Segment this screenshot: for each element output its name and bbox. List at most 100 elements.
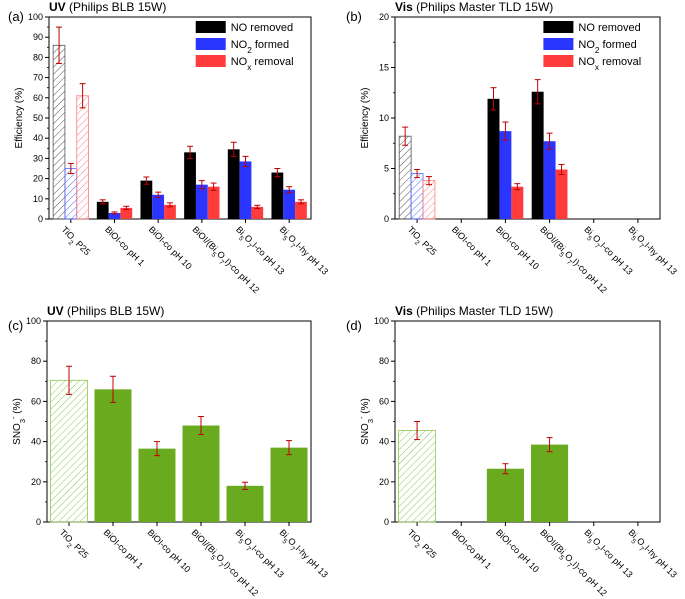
bar-no2-formed: [152, 194, 165, 219]
bar-no-removed: [140, 180, 153, 219]
y-tick-label: 80: [379, 356, 389, 366]
x-tick-label: BiOI-co pH 1: [103, 224, 147, 268]
bar: [226, 485, 264, 522]
bar-nox-removal: [555, 169, 568, 219]
bar-nox-removal: [251, 206, 264, 219]
x-tick-label: TiO2 P25: [403, 224, 438, 259]
y-tick-label: 70: [33, 73, 43, 83]
chart-title: UV (Philips BLB 15W): [47, 304, 164, 318]
x-tick-label: BiOI-co pH 1: [102, 527, 146, 571]
y-tick-label: 20: [33, 174, 43, 184]
y-tick-label: 20: [379, 12, 389, 22]
x-tick-label: BiOI-co pH 10: [494, 527, 541, 574]
chart-title: Vis (Philips Master TLD 15W): [395, 304, 553, 318]
legend-swatch: [543, 38, 574, 50]
legend-swatch: [543, 21, 574, 33]
bar-nox-removal: [207, 186, 220, 219]
legend-label: NO removed: [578, 22, 640, 34]
y-tick-label: 10: [379, 113, 389, 123]
legend-swatch: [195, 55, 226, 67]
bar: [138, 448, 176, 522]
chart-panel-1: (b) Vis (Philips Master TLD 15W) 0 5 10 15 20 E…: [346, 0, 679, 295]
legend-swatch: [195, 21, 226, 33]
y-tick-label: 0: [384, 214, 389, 224]
y-tick-label: 5: [384, 164, 389, 174]
bar-no2-formed: [410, 173, 424, 220]
bar-no-removed: [487, 98, 500, 219]
chart-title: UV (Philips BLB 15W): [49, 0, 166, 14]
bar-nox-removal: [164, 204, 176, 219]
legend-label: NO2 formed: [231, 39, 289, 55]
y-tick-label: 0: [38, 214, 43, 224]
y-axis-label: SNO3- (%): [9, 398, 27, 445]
legend-swatch: [195, 38, 226, 50]
bar: [398, 430, 437, 523]
y-tick-label: 50: [33, 113, 43, 123]
y-tick-label: 60: [31, 396, 41, 406]
bar: [94, 389, 132, 522]
bar-nox-removal: [120, 207, 133, 219]
bar-nox-removal: [511, 186, 524, 219]
bar-nox-removal: [295, 201, 307, 219]
legend-label: NO removed: [231, 22, 293, 34]
panel-label: (d): [346, 318, 362, 333]
bar-no-removed: [271, 172, 284, 219]
y-tick-label: 100: [28, 12, 43, 22]
bar: [486, 468, 524, 522]
y-tick-label: 20: [379, 477, 389, 487]
bar-no2-formed: [108, 212, 121, 219]
x-tick-label: TiO2 P25: [403, 527, 438, 562]
bar-no2-formed: [499, 131, 512, 219]
y-tick-label: 60: [379, 396, 389, 406]
y-tick-label: 80: [33, 52, 43, 62]
x-tick-label: TiO2 P25: [57, 224, 92, 259]
x-tick-label: BiOI-co pH 10: [494, 224, 541, 271]
bar: [50, 379, 88, 523]
y-tick-label: 30: [33, 153, 43, 163]
x-tick-label: BiOI-co pH 1: [450, 224, 494, 268]
bar-no2-formed: [543, 141, 556, 219]
bar-no-removed: [531, 91, 544, 219]
chart-panel-2: (c) UV (Philips BLB 15W) 0 20 40 60 80 100 SNO3-…: [8, 304, 330, 598]
x-tick-label: BiOI-co pH 10: [146, 527, 193, 574]
y-tick-label: 15: [379, 63, 389, 73]
legend-label: NOx removal: [578, 56, 641, 72]
bar-nox-removal: [422, 180, 436, 220]
panel-label: (b): [346, 9, 362, 24]
x-tick-label: TiO2 P25: [55, 527, 90, 562]
y-tick-label: 90: [33, 32, 43, 42]
bar-no-removed: [398, 135, 412, 220]
bar-no2-formed: [195, 184, 208, 219]
bar-no2-formed: [239, 161, 252, 219]
bar: [531, 444, 569, 522]
bar-no-removed: [184, 152, 196, 219]
y-tick-label: 40: [379, 437, 389, 447]
bar-nox-removal: [76, 95, 89, 220]
y-tick-label: 20: [31, 477, 41, 487]
chart-title: Vis (Philips Master TLD 15W): [395, 0, 553, 14]
y-tick-label: 100: [26, 316, 41, 326]
bar: [270, 447, 308, 522]
bar-no2-formed: [283, 189, 296, 219]
x-tick-label: BiOI-co pH 1: [450, 527, 494, 571]
y-tick-label: 60: [33, 93, 43, 103]
bar: [182, 425, 220, 522]
legend-label: NOx removal: [231, 56, 294, 72]
y-tick-label: 80: [31, 356, 41, 366]
bar-no2-formed: [64, 168, 78, 220]
bar-no-removed: [227, 149, 240, 219]
chart-panel-3: (d) Vis (Philips Master TLD 15W) 0 20 40 60 80…: [346, 304, 679, 598]
y-tick-label: 100: [374, 316, 389, 326]
bar-no-removed: [52, 44, 66, 220]
legend-label: NO2 formed: [578, 39, 636, 55]
y-axis-label: Efficiency (%): [14, 88, 25, 149]
bar-no-removed: [96, 201, 109, 219]
panel-label: (c): [8, 318, 23, 333]
y-axis-label: SNO3- (%): [357, 398, 375, 445]
y-tick-label: 40: [31, 437, 41, 447]
y-axis-label: Efficiency (%): [360, 88, 371, 149]
y-tick-label: 0: [384, 517, 389, 527]
y-tick-label: 40: [33, 133, 43, 143]
panel-label: (a): [8, 9, 24, 24]
